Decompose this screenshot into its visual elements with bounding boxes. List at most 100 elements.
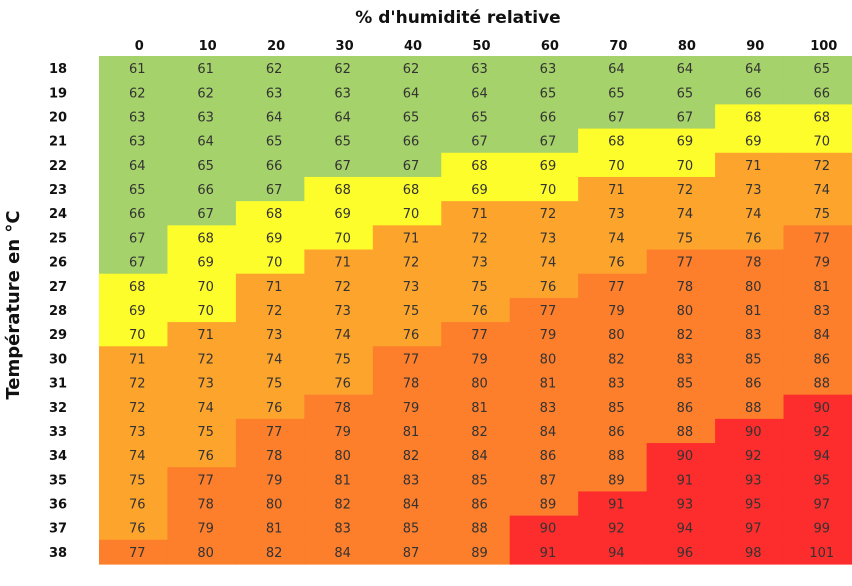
heatmap-cell xyxy=(441,346,511,372)
cell-value-label: 64 xyxy=(677,62,694,77)
heatmap-cell xyxy=(304,539,374,565)
cell-value-label: 71 xyxy=(403,231,420,246)
cell-value-label: 97 xyxy=(813,498,830,513)
heatmap-cell xyxy=(167,491,237,517)
cell-value-label: 77 xyxy=(129,546,146,561)
heatmap-cell xyxy=(783,491,852,517)
cell-value-label: 95 xyxy=(813,473,830,488)
heatmap-cell xyxy=(304,128,374,154)
cell-value-label: 67 xyxy=(266,183,283,198)
cell-value-label: 85 xyxy=(677,377,694,392)
cell-value-label: 79 xyxy=(197,522,214,537)
cell-value-label: 70 xyxy=(334,231,351,246)
heatmap-cell xyxy=(578,201,648,226)
cell-value-label: 68 xyxy=(608,135,625,150)
cell-value-label: 80 xyxy=(471,377,488,392)
cell-value-label: 83 xyxy=(677,352,694,367)
cell-value-label: 91 xyxy=(608,498,625,513)
column-tick-label: 60 xyxy=(541,39,559,54)
heatmap-cell xyxy=(99,322,169,347)
row-tick-label: 30 xyxy=(49,352,67,367)
heatmap-cell xyxy=(372,225,442,251)
cell-value-label: 74 xyxy=(197,401,214,416)
heatmap-cell xyxy=(372,539,442,565)
cell-value-label: 70 xyxy=(608,159,625,174)
cell-value-label: 68 xyxy=(813,110,830,125)
cell-value-label: 83 xyxy=(334,522,351,537)
heatmap-cell xyxy=(167,443,237,468)
heatmap-cell xyxy=(235,539,305,565)
cell-value-label: 73 xyxy=(403,280,420,295)
row-tick-label: 26 xyxy=(49,256,67,271)
cell-value-label: 70 xyxy=(403,207,420,222)
cell-value-label: 78 xyxy=(745,256,762,271)
heatmap-cell xyxy=(509,467,579,493)
cell-value-label: 67 xyxy=(471,135,488,150)
cell-value-label: 65 xyxy=(813,62,830,77)
cell-value-label: 66 xyxy=(813,86,830,101)
heatmap-cell xyxy=(441,273,511,299)
cell-value-label: 84 xyxy=(403,498,420,513)
heatmap-cell xyxy=(646,467,716,493)
cell-value-label: 82 xyxy=(266,546,283,561)
heatmap-cell xyxy=(578,539,648,565)
heatmap-cell xyxy=(372,249,442,275)
cell-value-label: 86 xyxy=(471,498,488,513)
cell-value-label: 67 xyxy=(608,110,625,125)
cell-value-label: 70 xyxy=(129,328,146,343)
heatmap-cell xyxy=(783,297,852,323)
row-tick-label: 22 xyxy=(49,159,67,174)
heatmap-cell xyxy=(578,346,648,372)
cell-value-label: 69 xyxy=(677,135,694,150)
heatmap-cell xyxy=(372,80,442,105)
cell-value-label: 65 xyxy=(197,159,214,174)
heatmap-cell xyxy=(304,443,374,468)
heatmap-cell xyxy=(304,467,374,493)
cell-value-label: 78 xyxy=(334,401,351,416)
cell-value-label: 83 xyxy=(403,473,420,488)
heatmap-cell xyxy=(167,273,237,299)
heatmap-cell xyxy=(99,491,169,517)
chart-title: % d'humidité relative xyxy=(355,8,560,28)
heatmap-cell xyxy=(715,394,785,420)
cell-value-label: 63 xyxy=(540,62,557,77)
heatmap-cell xyxy=(441,370,511,396)
cell-value-label: 93 xyxy=(745,473,762,488)
cell-value-label: 79 xyxy=(471,352,488,367)
cell-value-label: 86 xyxy=(677,401,694,416)
cell-value-label: 90 xyxy=(677,449,694,464)
heatmap-cell xyxy=(372,346,442,372)
cell-value-label: 78 xyxy=(266,449,283,464)
row-tick-label: 25 xyxy=(49,231,67,246)
heatmap-cell xyxy=(783,346,852,372)
heatmap-cell xyxy=(441,104,511,130)
cell-value-label: 77 xyxy=(403,352,420,367)
row-tick-label: 32 xyxy=(49,401,67,416)
row-tick-label: 34 xyxy=(49,449,67,464)
heatmap-cell xyxy=(509,152,579,178)
cell-value-label: 82 xyxy=(403,449,420,464)
cell-value-label: 101 xyxy=(809,546,834,561)
heatmap-cell xyxy=(304,201,374,226)
cell-value-label: 77 xyxy=(608,280,625,295)
cell-value-label: 80 xyxy=(197,546,214,561)
heatmap-cell xyxy=(441,249,511,275)
heatmap-cell xyxy=(372,56,442,81)
cell-value-label: 72 xyxy=(266,304,283,319)
cell-value-label: 65 xyxy=(403,110,420,125)
heatmap-cell xyxy=(372,394,442,420)
cell-value-label: 69 xyxy=(471,183,488,198)
heatmap-cell xyxy=(99,273,169,299)
heatmap-cell xyxy=(715,80,785,105)
heatmap-cell xyxy=(646,539,716,565)
heatmap-cell xyxy=(304,370,374,396)
heatmap-cell xyxy=(99,515,169,541)
heatmap-cell xyxy=(99,249,169,275)
cell-value-label: 64 xyxy=(334,110,351,125)
heatmap-cell xyxy=(304,273,374,299)
heatmap-cell xyxy=(783,467,852,493)
cell-value-label: 67 xyxy=(334,159,351,174)
cell-value-label: 72 xyxy=(403,256,420,271)
cell-value-label: 62 xyxy=(129,86,146,101)
cell-value-label: 75 xyxy=(677,231,694,246)
